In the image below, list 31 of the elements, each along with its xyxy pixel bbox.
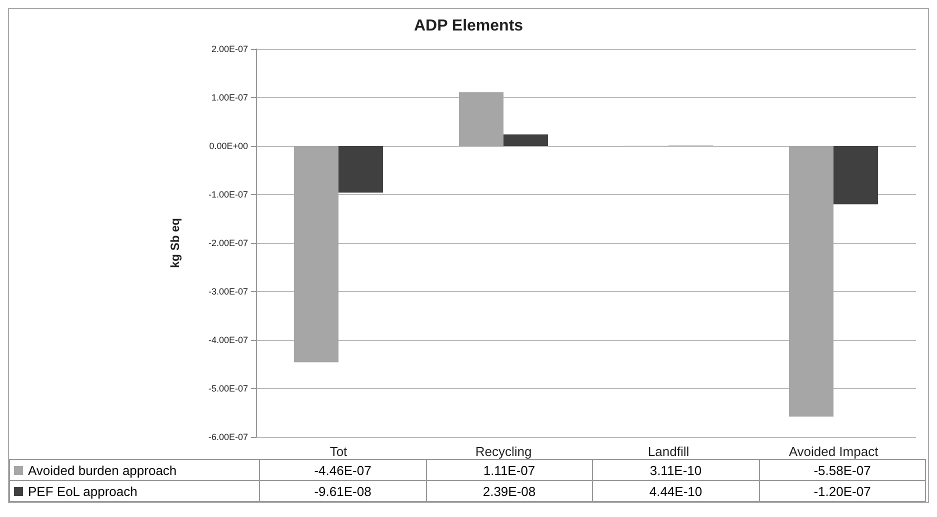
y-tick-label: -6.00E-07 xyxy=(208,432,248,442)
y-tick-label: 1.00E-07 xyxy=(211,92,248,102)
y-tick-label: -4.00E-07 xyxy=(208,335,248,345)
data-label: -5.58E-07 xyxy=(759,460,926,480)
data-label: 4.44E-10 xyxy=(592,480,759,502)
y-tick-label: -2.00E-07 xyxy=(208,238,248,248)
x-tick-label: Tot xyxy=(330,444,348,459)
chart-title: ADP Elements xyxy=(414,18,524,34)
y-axis-title: kg Sb eq xyxy=(168,218,182,268)
y-tick-label: -5.00E-07 xyxy=(208,384,248,394)
data-label: -1.20E-07 xyxy=(759,480,926,502)
x-tick-label: Landfill xyxy=(648,444,690,459)
bar xyxy=(338,146,384,193)
bar xyxy=(788,146,834,417)
bar xyxy=(504,134,548,146)
data-label: 2.39E-08 xyxy=(426,480,592,502)
y-tick-label: -1.00E-07 xyxy=(208,190,248,200)
data-label: 1.11E-07 xyxy=(426,460,592,480)
bar xyxy=(458,92,504,146)
x-tick-label: Avoided Impact xyxy=(788,444,879,459)
data-label: -4.46E-07 xyxy=(260,460,426,480)
y-tick-label: -3.00E-07 xyxy=(208,286,248,296)
y-tick-label: 2.00E-07 xyxy=(211,44,248,54)
bar xyxy=(834,146,878,204)
data-label: -9.61E-08 xyxy=(260,480,426,502)
x-tick-label: Recycling xyxy=(475,444,532,459)
data-label: 3.11E-10 xyxy=(592,460,759,480)
bar xyxy=(294,146,338,362)
legend-label: Avoided burden approach xyxy=(10,460,260,480)
legend-label: PEF EoL approach xyxy=(10,480,260,502)
y-tick-label: 0.00E+00 xyxy=(209,141,248,151)
